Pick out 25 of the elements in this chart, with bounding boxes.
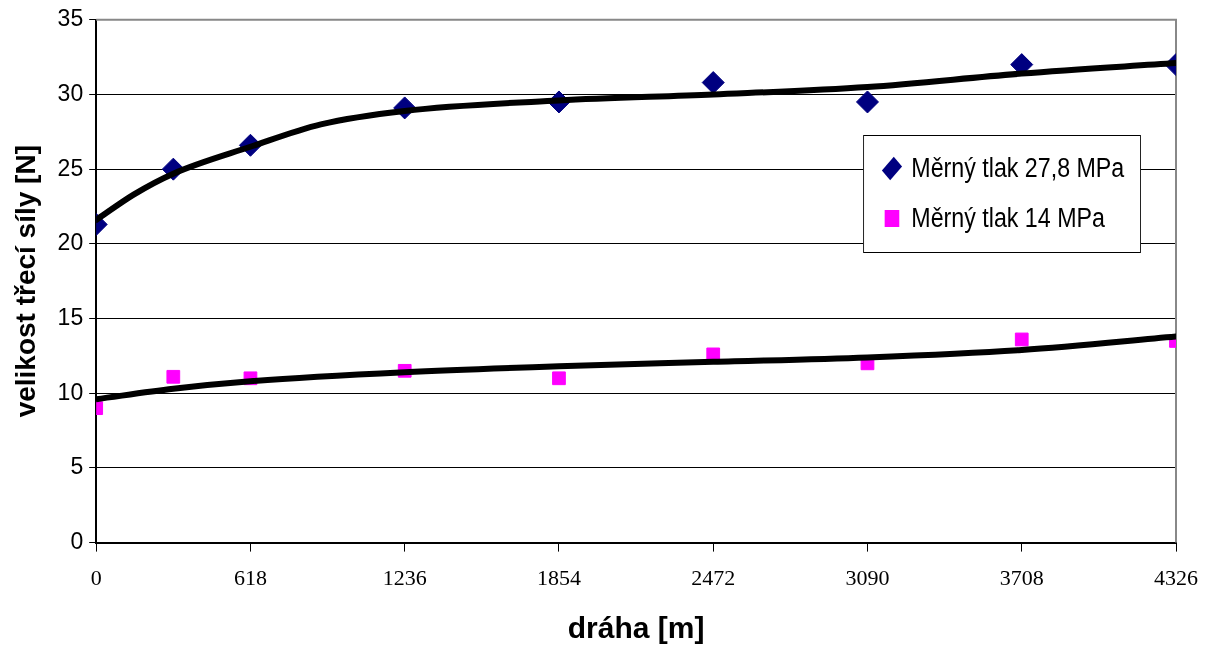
x-tick-label: 3090	[845, 564, 890, 590]
x-tick-label: 618	[233, 564, 267, 590]
y-tick-label: 35	[57, 5, 84, 32]
point	[552, 371, 566, 386]
y-tick-label: 5	[70, 453, 84, 480]
y-tick-label: 15	[57, 303, 84, 330]
y-tick-label: 0	[70, 527, 84, 554]
y-tick-label: 20	[57, 229, 84, 256]
legend-label: Měrný tlak 14 MPa	[911, 203, 1106, 235]
y-tick-label: 25	[57, 154, 84, 181]
point	[701, 71, 725, 95]
x-tick-label: 3708	[999, 564, 1044, 590]
y-tick-label: 30	[57, 79, 84, 106]
x-tick-label: 1854	[536, 564, 581, 590]
point	[855, 90, 879, 114]
y-tick-label: 10	[57, 378, 84, 405]
x-tick-label: 1236	[382, 564, 427, 590]
point	[166, 369, 181, 384]
x-tick-label: 4326	[1154, 564, 1198, 590]
x-tick-label: 2472	[691, 564, 736, 590]
x-tick-label: 0	[90, 564, 102, 590]
point	[1014, 332, 1029, 347]
legend-label: Měrný tlak 27,8 MPa	[911, 153, 1125, 185]
y-axis-title: velikost třecí síly [N]	[9, 145, 41, 418]
x-axis-title: dráha [m]	[567, 611, 705, 645]
